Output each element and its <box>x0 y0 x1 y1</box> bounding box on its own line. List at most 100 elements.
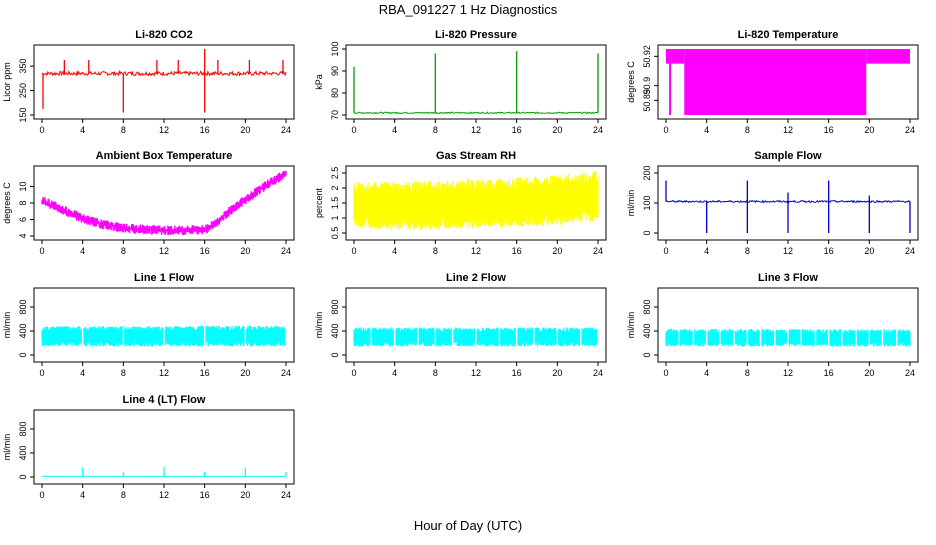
y-tick-label: 8 <box>18 200 28 205</box>
y-tick-label: 6 <box>18 217 28 222</box>
y-tick-label: 0 <box>18 352 28 357</box>
x-tick-label: 16 <box>512 368 522 378</box>
y-tick-label: 1 <box>330 215 340 220</box>
y-axis-label: percent <box>314 187 324 218</box>
x-tick-label: 16 <box>512 125 522 135</box>
x-tick-label: 20 <box>864 368 874 378</box>
x-tick-label: 16 <box>824 125 834 135</box>
panel-title: Line 4 (LT) Flow <box>123 394 206 406</box>
panel-title: Sample Flow <box>754 150 822 162</box>
y-axis-label: ml/min <box>2 312 12 339</box>
x-tick-label: 24 <box>905 246 915 256</box>
y-tick-label: 400 <box>330 323 340 338</box>
x-tick-label: 0 <box>663 125 668 135</box>
panel-title: Line 2 Flow <box>446 272 506 284</box>
y-tick-label: 800 <box>18 421 28 436</box>
x-tick-label: 16 <box>200 246 210 256</box>
x-tick-label: 12 <box>159 246 169 256</box>
x-tick-label: 8 <box>433 368 438 378</box>
y-tick-label: 250 <box>18 83 28 98</box>
y-tick-label: 800 <box>330 299 340 314</box>
x-tick-label: 24 <box>593 246 603 256</box>
data-envelope <box>354 171 598 230</box>
y-tick-label: 50.9 <box>642 77 652 95</box>
y-tick-label: 400 <box>18 323 28 338</box>
x-tick-label: 16 <box>512 246 522 256</box>
figure-xlabel: Hour of Day (UTC) <box>0 518 936 533</box>
y-tick-label: 100 <box>642 195 652 210</box>
x-tick-label: 24 <box>905 368 915 378</box>
x-tick-label: 4 <box>704 246 709 256</box>
x-tick-label: 0 <box>663 368 668 378</box>
x-tick-label: 12 <box>471 246 481 256</box>
x-tick-label: 4 <box>80 246 85 256</box>
panel-title: Li-820 Pressure <box>435 29 517 41</box>
x-tick-label: 16 <box>200 490 210 500</box>
x-tick-label: 8 <box>121 246 126 256</box>
x-tick-label: 0 <box>663 246 668 256</box>
y-tick-label: 50.92 <box>642 45 652 68</box>
y-axis-label: Licor ppm <box>2 62 12 102</box>
x-tick-label: 24 <box>593 368 603 378</box>
panel-title: Line 1 Flow <box>134 272 194 284</box>
x-tick-label: 8 <box>745 368 750 378</box>
x-tick-label: 16 <box>200 368 210 378</box>
x-tick-label: 20 <box>552 125 562 135</box>
x-tick-label: 16 <box>200 125 210 135</box>
x-tick-label: 20 <box>864 125 874 135</box>
x-tick-label: 8 <box>433 125 438 135</box>
x-tick-label: 12 <box>783 246 793 256</box>
x-tick-label: 20 <box>864 246 874 256</box>
data-band <box>671 49 684 64</box>
x-tick-label: 8 <box>745 246 750 256</box>
y-tick-label: 0 <box>642 230 652 235</box>
y-tick-label: 0 <box>330 352 340 357</box>
y-tick-label: 70 <box>330 110 340 120</box>
panel-title: Gas Stream RH <box>436 150 516 162</box>
x-tick-label: 24 <box>905 125 915 135</box>
x-tick-label: 24 <box>281 125 291 135</box>
x-tick-label: 8 <box>433 246 438 256</box>
y-axis-label: ml/min <box>314 312 324 339</box>
x-tick-label: 0 <box>351 246 356 256</box>
data-series <box>354 112 598 113</box>
data-series <box>42 171 286 235</box>
y-tick-label: 80 <box>330 88 340 98</box>
x-tick-label: 16 <box>824 368 834 378</box>
data-band <box>666 49 669 64</box>
y-tick-label: 90 <box>330 66 340 76</box>
x-tick-label: 20 <box>240 125 250 135</box>
x-tick-label: 8 <box>121 490 126 500</box>
x-tick-label: 24 <box>281 368 291 378</box>
x-tick-label: 16 <box>824 246 834 256</box>
y-axis-label: kPa <box>314 74 324 90</box>
data-band <box>866 49 910 64</box>
x-tick-label: 8 <box>121 125 126 135</box>
y-axis-label: degrees C <box>626 61 636 103</box>
y-tick-label: 2.5 <box>330 167 340 180</box>
y-tick-label: 350 <box>18 59 28 74</box>
x-tick-label: 20 <box>240 246 250 256</box>
x-tick-label: 12 <box>783 368 793 378</box>
y-axis-label: ml/min <box>626 312 636 339</box>
x-tick-label: 4 <box>80 368 85 378</box>
x-tick-label: 0 <box>351 368 356 378</box>
x-tick-label: 0 <box>39 125 44 135</box>
x-tick-label: 20 <box>552 368 562 378</box>
x-tick-label: 12 <box>159 490 169 500</box>
y-tick-label: 800 <box>18 299 28 314</box>
x-tick-label: 4 <box>704 125 709 135</box>
x-tick-label: 20 <box>552 246 562 256</box>
y-tick-label: 2 <box>330 185 340 190</box>
y-tick-label: 150 <box>18 107 28 122</box>
y-tick-label: 800 <box>642 299 652 314</box>
